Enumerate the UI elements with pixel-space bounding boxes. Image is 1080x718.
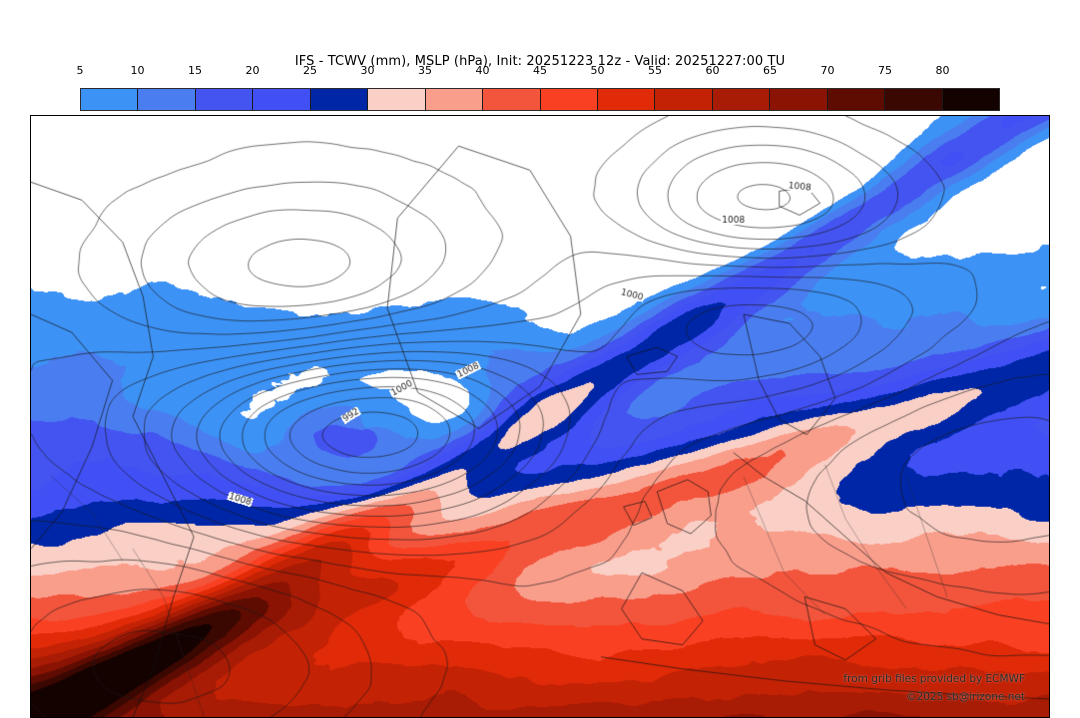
colorbar-tick-10: 10 (130, 64, 145, 77)
colorbar-segment-60 (712, 89, 771, 110)
colorbar-tick-75: 75 (878, 64, 892, 77)
tcwv-mslp-map[interactable] (31, 116, 1049, 717)
copyright-credit: ©2025 sb@irizone.net (906, 691, 1025, 703)
colorbar-segment-30 (368, 89, 426, 110)
colorbar-tick-80: 80 (935, 64, 950, 77)
colorbar-segment-70 (827, 89, 886, 110)
colorbar-tick-65: 65 (763, 64, 777, 77)
colorbar-tick-55: 55 (648, 64, 662, 77)
colorbar-segment-10 (138, 89, 196, 110)
colorbar-tick-35: 35 (418, 64, 432, 77)
colorbar-tick-50: 50 (590, 64, 605, 77)
data-source-credit: from grib files provided by ECMWF (843, 673, 1025, 685)
colorbar-tick-30: 30 (360, 64, 375, 77)
map-panel[interactable]: from grib files provided by ECMWF ©2025 … (30, 115, 1050, 718)
colorbar-tick-60: 60 (705, 64, 720, 77)
colorbar-tick-5: 5 (76, 64, 84, 77)
colorbar-tick-40: 40 (475, 64, 490, 77)
colorbar-segment-25 (310, 89, 369, 110)
colorbar-segment-45 (540, 89, 598, 110)
colorbar-segment-40 (483, 89, 541, 110)
colorbar-segment-65 (770, 89, 828, 110)
colorbar-segment-15 (195, 89, 254, 110)
colorbar-tick-70: 70 (820, 64, 835, 77)
colorbar-tick-15: 15 (188, 64, 202, 77)
colorbar-segment-80 (942, 89, 999, 110)
colorbar-segments (80, 88, 1000, 111)
colorbar-tick-20: 20 (245, 64, 260, 77)
colorbar-segment-20 (253, 89, 311, 110)
colorbar-segment-35 (425, 89, 484, 110)
colorbar-segment-50 (597, 89, 656, 110)
page-title: IFS - TCWV (mm), MSLP (hPa), Init: 20251… (294, 54, 786, 69)
colorbar-tick-25: 25 (303, 64, 317, 77)
colorbar-tick-labels: 5 10 15 20 25 30 35 40 45 50 55 60 65 70 75 80 (0, 64, 1080, 82)
colorbar-segment-5 (81, 89, 139, 110)
colorbar (80, 88, 1000, 111)
colorbar-tick-45: 45 (533, 64, 547, 77)
colorbar-segment-55 (655, 89, 713, 110)
colorbar-segment-75 (885, 89, 943, 110)
